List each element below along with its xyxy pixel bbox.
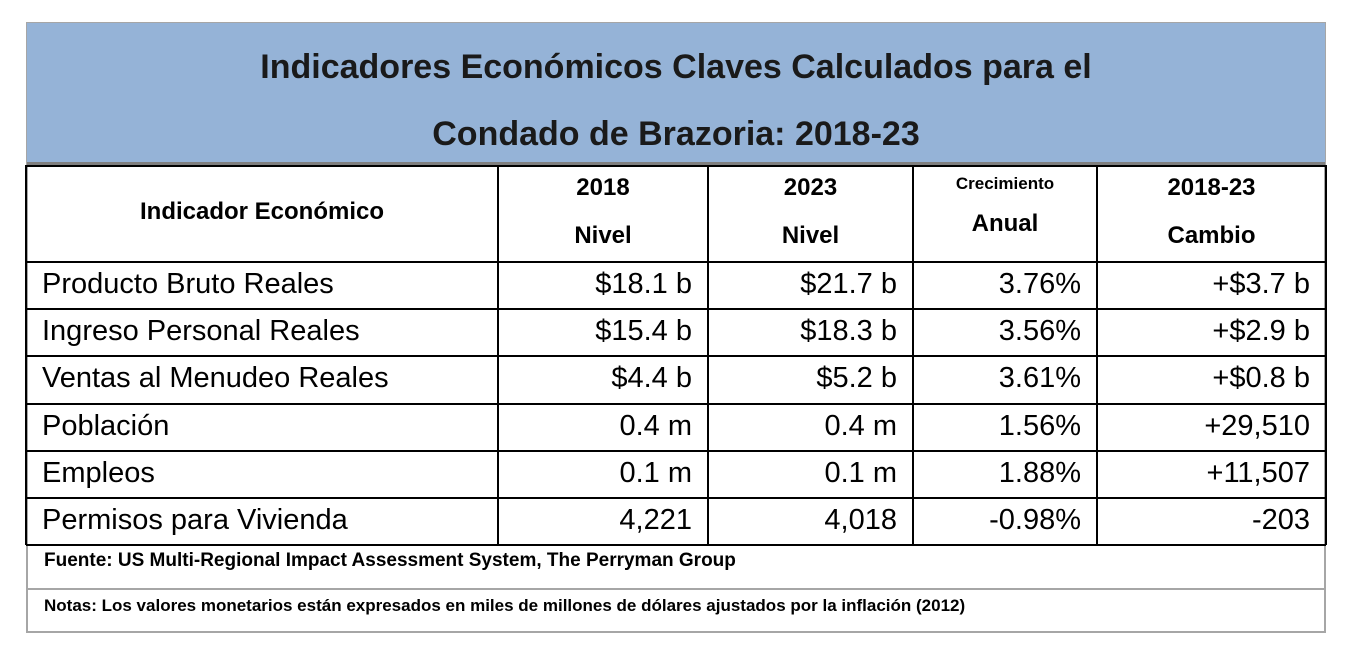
- cell: 4,018: [824, 504, 897, 536]
- cell: 1.56%: [998, 409, 1081, 442]
- row-label: Permisos para Vivienda: [42, 504, 348, 536]
- grid-line: [26, 308, 1326, 311]
- cell: $4.4 b: [611, 362, 692, 395]
- notes: Notas: Los valores monetarios están expr…: [44, 596, 966, 615]
- header-cell: Nivel: [781, 222, 840, 249]
- cell: 1.88%: [998, 456, 1081, 489]
- cell: $15.4 b: [595, 315, 692, 348]
- cell: 3.56%: [998, 315, 1081, 348]
- header-cell: 2018: [576, 174, 630, 201]
- title-band: [27, 23, 1325, 165]
- cell: +$3.7 b: [1212, 268, 1310, 300]
- divider: [27, 588, 1325, 590]
- cell: 0.1 m: [619, 456, 692, 489]
- title-line: Condado de Brazoria: 2018-23: [432, 115, 920, 153]
- grid-line: [26, 355, 1326, 358]
- grid-line: [26, 544, 1326, 547]
- header-cell: Indicador Económico: [139, 198, 385, 225]
- grid-line: [26, 449, 1326, 452]
- cell: 3.76%: [998, 268, 1081, 300]
- row-label: Producto Bruto Reales: [42, 268, 334, 300]
- cell: $21.7 b: [800, 268, 897, 300]
- cell: +$0.8 b: [1212, 362, 1310, 395]
- cell: 0.4 m: [824, 409, 897, 442]
- grid-line: [912, 165, 914, 546]
- grid-line: [707, 165, 709, 546]
- cell: +11,507: [1206, 456, 1310, 489]
- cell: -203: [1251, 504, 1310, 536]
- row-label: Población: [42, 409, 170, 442]
- grid-line: [26, 261, 1326, 263]
- grid-line: [26, 402, 1326, 405]
- header-cell: Crecimiento: [955, 174, 1055, 193]
- row-label: Ventas al Menudeo Reales: [42, 362, 389, 395]
- grid-line: [1096, 165, 1098, 546]
- grid-line: [25, 165, 27, 546]
- cell: $5.2 b: [816, 362, 897, 395]
- cell: 3.61%: [998, 362, 1081, 395]
- cell: +29,510: [1204, 409, 1310, 442]
- cell: +$2.9 b: [1212, 315, 1310, 348]
- cell: $18.1 b: [595, 268, 692, 300]
- title-line: Indicadores Económicos Claves Calculados…: [260, 48, 1092, 86]
- row-label: Empleos: [42, 456, 155, 489]
- grid-line: [26, 497, 1326, 499]
- header-cell: Nivel: [574, 222, 632, 249]
- header-cell: 2023: [783, 174, 838, 201]
- cell: 0.4 m: [619, 409, 692, 442]
- grid-line: [26, 165, 1326, 167]
- source-note: Fuente: US Multi-Regional Impact Assessm…: [44, 550, 736, 571]
- grid-line: [497, 165, 499, 546]
- cell: 4,221: [619, 504, 692, 536]
- grid-line: [1325, 165, 1327, 546]
- cell: $18.3 b: [800, 315, 897, 348]
- cell: -0.98%: [989, 504, 1081, 536]
- cell: 0.1 m: [824, 456, 897, 489]
- row-label: Ingreso Personal Reales: [42, 315, 360, 348]
- header-cell: 2018-23: [1167, 174, 1256, 201]
- header-cell: Cambio: [1167, 222, 1256, 249]
- header-cell: Anual: [971, 210, 1039, 237]
